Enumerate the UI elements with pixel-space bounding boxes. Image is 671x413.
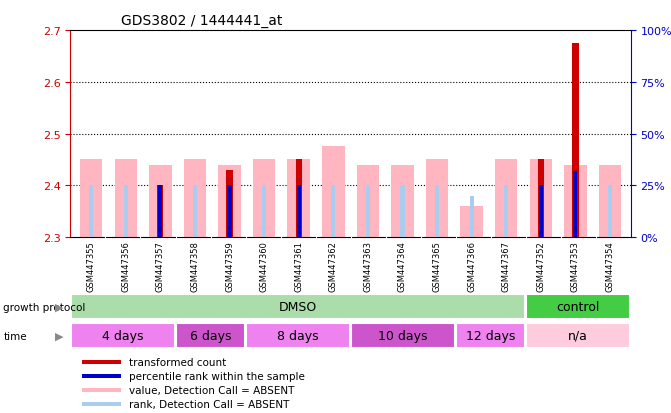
Bar <box>504 186 509 237</box>
Text: transformed count: transformed count <box>130 357 227 367</box>
Bar <box>115 160 137 237</box>
Bar <box>572 44 578 237</box>
Text: 6 days: 6 days <box>190 329 231 342</box>
Bar <box>539 186 543 237</box>
Bar <box>287 160 310 237</box>
Bar <box>82 360 121 364</box>
FancyBboxPatch shape <box>456 323 525 348</box>
FancyBboxPatch shape <box>526 294 630 319</box>
Bar <box>297 186 301 237</box>
FancyBboxPatch shape <box>176 323 245 348</box>
Bar <box>82 388 121 392</box>
Bar <box>82 402 121 406</box>
Text: control: control <box>556 300 600 313</box>
Bar <box>218 165 241 237</box>
Text: 12 days: 12 days <box>466 329 515 342</box>
Bar <box>123 186 128 237</box>
FancyBboxPatch shape <box>71 323 175 348</box>
Text: time: time <box>3 331 27 341</box>
Bar <box>426 160 448 237</box>
Bar <box>573 171 578 237</box>
Text: 10 days: 10 days <box>378 329 428 342</box>
FancyBboxPatch shape <box>526 323 630 348</box>
Bar <box>331 186 336 237</box>
Bar <box>157 186 164 237</box>
Text: percentile rank within the sample: percentile rank within the sample <box>130 371 305 381</box>
Bar <box>495 160 517 237</box>
Bar <box>435 186 439 237</box>
Bar <box>80 160 103 237</box>
Bar <box>226 170 233 237</box>
Bar <box>357 165 379 237</box>
Text: rank, Detection Call = ABSENT: rank, Detection Call = ABSENT <box>130 399 290 409</box>
Bar <box>599 165 621 237</box>
Text: n/a: n/a <box>568 329 588 342</box>
Bar <box>253 160 275 237</box>
Bar <box>82 374 121 378</box>
Text: ▶: ▶ <box>55 331 64 341</box>
Bar <box>366 186 370 237</box>
Bar <box>529 160 552 237</box>
Bar <box>322 147 344 237</box>
Text: 8 days: 8 days <box>277 329 319 342</box>
Text: growth protocol: growth protocol <box>3 302 86 312</box>
Text: GDS3802 / 1444441_at: GDS3802 / 1444441_at <box>121 14 282 28</box>
Text: DMSO: DMSO <box>279 300 317 313</box>
FancyBboxPatch shape <box>352 323 455 348</box>
FancyBboxPatch shape <box>71 294 525 319</box>
Bar <box>296 160 302 237</box>
Bar <box>184 160 206 237</box>
Text: 4 days: 4 days <box>102 329 144 342</box>
Bar <box>262 186 266 237</box>
Text: value, Detection Call = ABSENT: value, Detection Call = ABSENT <box>130 385 295 395</box>
Bar <box>391 165 414 237</box>
Bar <box>227 186 231 237</box>
Bar <box>608 186 612 237</box>
Bar <box>149 165 172 237</box>
Bar <box>193 186 197 237</box>
Text: ▶: ▶ <box>55 302 64 312</box>
Bar <box>89 186 93 237</box>
Bar <box>158 186 162 237</box>
Bar <box>460 206 483 237</box>
Bar <box>470 196 474 237</box>
Bar <box>401 186 405 237</box>
Bar <box>564 165 586 237</box>
Bar <box>537 160 544 237</box>
FancyBboxPatch shape <box>246 323 350 348</box>
